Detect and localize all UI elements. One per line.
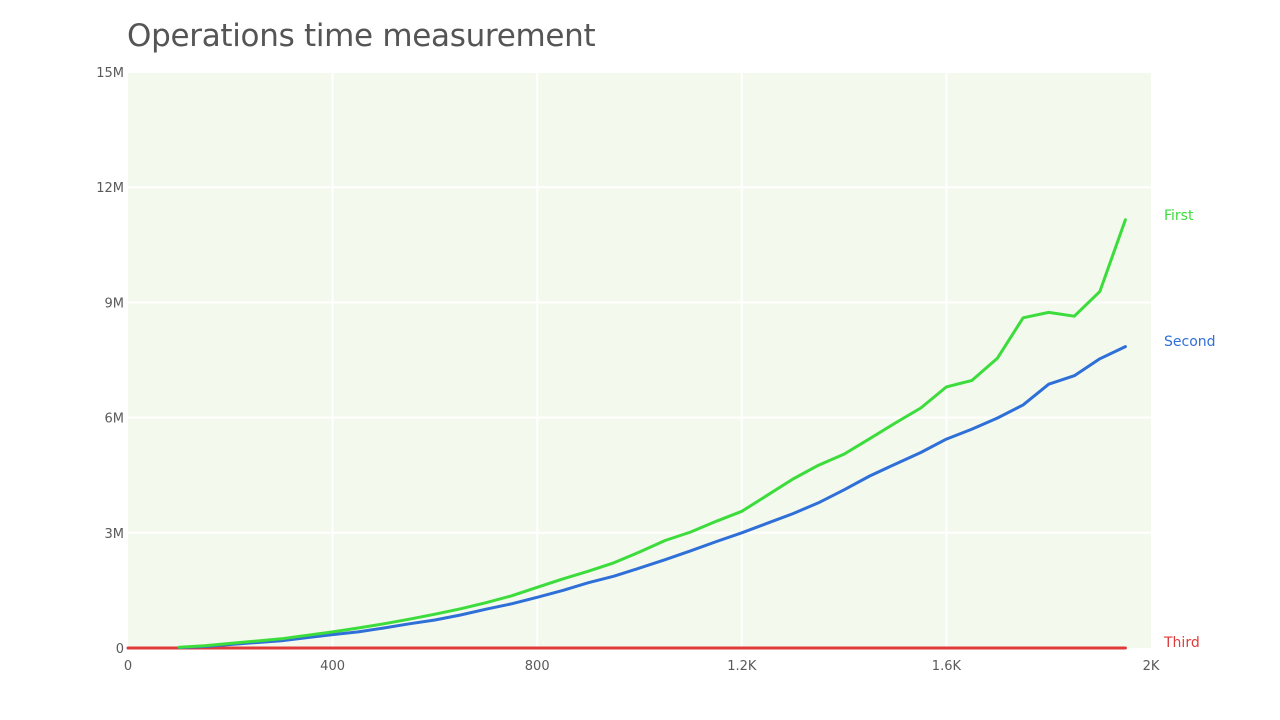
y-tick-label: 6M (105, 412, 125, 427)
x-tick-label: 400 (320, 659, 345, 674)
x-tick-label: 1.2K (727, 659, 757, 674)
x-tick-label: 2K (1143, 659, 1160, 674)
x-tick-label: 1.6K (932, 659, 962, 674)
y-tick-label: 9M (105, 296, 125, 311)
series-group (126, 218, 1127, 650)
series-line-first (177, 218, 1127, 649)
grid-lines (128, 71, 1151, 648)
y-tick-label: 0 (116, 642, 124, 657)
y-tick-label: 3M (105, 527, 125, 542)
series-label-third: Third (1163, 635, 1200, 651)
y-axis: 0 3M 6M 9M 12M 15M (96, 66, 124, 657)
x-tick-label: 0 (124, 659, 132, 674)
x-axis: 0 400 800 1.2K 1.6K 2K (124, 659, 1160, 674)
chart-title: Operations time measurement (127, 18, 596, 54)
y-tick-label: 12M (96, 181, 124, 196)
y-tick-label: 15M (96, 66, 124, 81)
x-tick-label: 800 (525, 659, 550, 674)
series-line-second (177, 345, 1127, 650)
series-label-first: First (1164, 208, 1194, 224)
series-label-second: Second (1164, 334, 1216, 350)
series-labels: First Second Third (1163, 208, 1216, 651)
